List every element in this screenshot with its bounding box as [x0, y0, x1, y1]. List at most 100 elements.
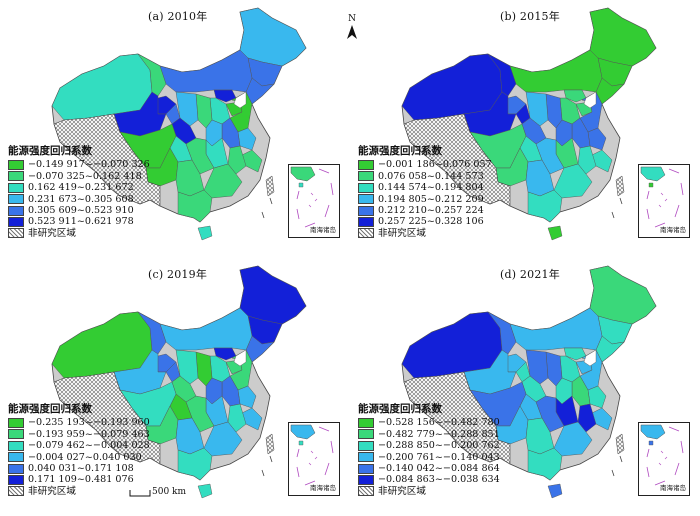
- legend-label: 0.171 109~0.481 076: [28, 474, 134, 486]
- legend-item: 0.257 225~0.328 106: [358, 216, 492, 227]
- province-region: [213, 89, 237, 103]
- legend-label: 0.144 574~0.194 804: [378, 182, 484, 194]
- legend-item: 0.040 031~0.171 108: [8, 463, 150, 474]
- south-china-sea-inset: 南海诸岛: [638, 164, 690, 238]
- province-region: [563, 347, 587, 361]
- legend-title: 能源强度回归系数: [8, 145, 92, 157]
- legend-swatch: [8, 452, 24, 463]
- north-label: N: [348, 14, 356, 24]
- legend: 能源强度回归系数 −0.001 186~0.076 057 0.076 058~0.…: [358, 145, 492, 239]
- legend-item: −0.149 917~−0.070 326: [8, 159, 150, 170]
- legend-item-not-studied: 非研究区域: [8, 486, 150, 497]
- inset-label: 南海诸岛: [310, 226, 336, 234]
- legend-label: −0.070 325~0.162 418: [28, 170, 142, 182]
- legend-item-not-studied: 非研究区域: [358, 486, 500, 497]
- legend-swatch-hatch: [358, 486, 374, 497]
- legend-item: −0.140 042~−0.084 864: [358, 463, 500, 474]
- not-studied-region: [403, 371, 511, 465]
- legend-swatch: [358, 171, 374, 182]
- legend-label: −0.482 779~−0.288 851: [378, 428, 500, 440]
- province-region: [577, 403, 597, 433]
- province-region: [401, 311, 503, 379]
- scale-label: 500 km: [152, 487, 187, 497]
- legend-swatch: [8, 475, 24, 486]
- legend-item-not-studied: 非研究区域: [8, 228, 150, 239]
- legend-label: 0.212 210~0.257 224: [378, 204, 484, 216]
- legend-label: −0.084 863~−0.038 634: [378, 474, 500, 486]
- province-region: [51, 53, 153, 121]
- legend-label: 0.523 911~0.621 978: [28, 216, 134, 228]
- legend-label: −0.528 156~−0.482 780: [378, 417, 500, 429]
- not-studied-region: [53, 371, 161, 465]
- legend-item: −0.079 462~−0.004 028: [8, 440, 150, 451]
- legend-item: −0.193 959~−0.079 463: [8, 429, 150, 440]
- legend-swatch: [358, 194, 374, 205]
- legend-item: 0.194 805~0.212 209: [358, 194, 492, 205]
- province-region: [159, 307, 253, 351]
- legend-title: 能源强度回归系数: [358, 403, 442, 415]
- province-region: [197, 225, 213, 241]
- inset-label: 南海诸岛: [660, 484, 686, 492]
- province-region: [547, 483, 563, 499]
- legend-title: 能源强度回归系数: [358, 145, 442, 157]
- legend-swatch: [358, 463, 374, 474]
- legend-item: −0.070 325~0.162 418: [8, 171, 150, 182]
- province-region: [525, 91, 549, 127]
- province-region: [177, 189, 213, 223]
- legend-label: 非研究区域: [378, 485, 426, 497]
- legend-swatch-hatch: [358, 228, 374, 239]
- legend-item: −0.482 779~−0.288 851: [358, 429, 500, 440]
- legend-swatch: [358, 205, 374, 216]
- province-region: [509, 307, 603, 351]
- map-panel: (b) 2015年 能源强度回归系数 −0.001 186~0.076 057 0.0…: [350, 0, 700, 258]
- panel-title: (a) 2010年: [148, 10, 208, 23]
- legend-label: 非研究区域: [28, 485, 76, 497]
- choropleth-map: [401, 265, 657, 499]
- province-region: [509, 49, 603, 93]
- legend-label: 0.194 805~0.212 209: [378, 193, 484, 205]
- province-region: [527, 447, 563, 481]
- province-region: [175, 91, 199, 127]
- south-china-sea-inset: 南海诸岛: [288, 164, 340, 238]
- legend-label: −0.140 042~−0.084 864: [378, 462, 500, 474]
- province-region: [239, 265, 307, 325]
- legend-title: 能源强度回归系数: [8, 403, 92, 415]
- province-region: [175, 349, 199, 385]
- province-region: [239, 7, 307, 67]
- legend-swatch: [8, 429, 24, 440]
- legend-swatch-hatch: [8, 228, 24, 239]
- legend-swatch: [8, 182, 24, 193]
- province-region: [213, 347, 237, 361]
- legend-swatch: [8, 440, 24, 451]
- legend-item: −0.084 863~−0.038 634: [358, 474, 500, 485]
- province-region: [589, 265, 657, 325]
- legend-label: −0.235 193~−0.193 960: [28, 417, 150, 429]
- legend-swatch: [8, 171, 24, 182]
- province-region: [589, 7, 657, 67]
- legend-label: 0.231 673~0.305 608: [28, 193, 134, 205]
- choropleth-map: [401, 7, 657, 241]
- map-panel: (d) 2021年 能源强度回归系数 −0.528 156~−0.482 780 −0…: [350, 258, 700, 516]
- legend-swatch-hatch: [8, 486, 24, 497]
- north-arrow-icon: N: [345, 14, 359, 43]
- province-region: [197, 483, 213, 499]
- south-china-sea-inset: 南海诸岛: [288, 422, 340, 496]
- legend-swatch: [358, 429, 374, 440]
- legend-label: 非研究区域: [28, 227, 76, 239]
- legend-item: −0.200 761~−0.140 043: [358, 452, 500, 463]
- panel-title: (c) 2019年: [148, 268, 208, 281]
- legend-item: −0.001 186~0.076 057: [358, 159, 492, 170]
- legend-item-not-studied: 非研究区域: [358, 228, 492, 239]
- legend-item: 0.523 911~0.621 978: [8, 216, 150, 227]
- legend-swatch: [8, 160, 24, 171]
- inset-label: 南海诸岛: [660, 226, 686, 234]
- legend-label: −0.079 462~−0.004 028: [28, 440, 150, 452]
- province-region: [553, 163, 593, 199]
- not-studied-region: [53, 113, 161, 207]
- inset-label: 南海诸岛: [310, 484, 336, 492]
- legend-item: 0.212 210~0.257 224: [358, 205, 492, 216]
- legend-label: −0.200 761~−0.140 043: [378, 451, 500, 463]
- province-region: [203, 163, 243, 199]
- legend-swatch: [358, 475, 374, 486]
- legend-item: 0.162 419~0.231 672: [8, 182, 150, 193]
